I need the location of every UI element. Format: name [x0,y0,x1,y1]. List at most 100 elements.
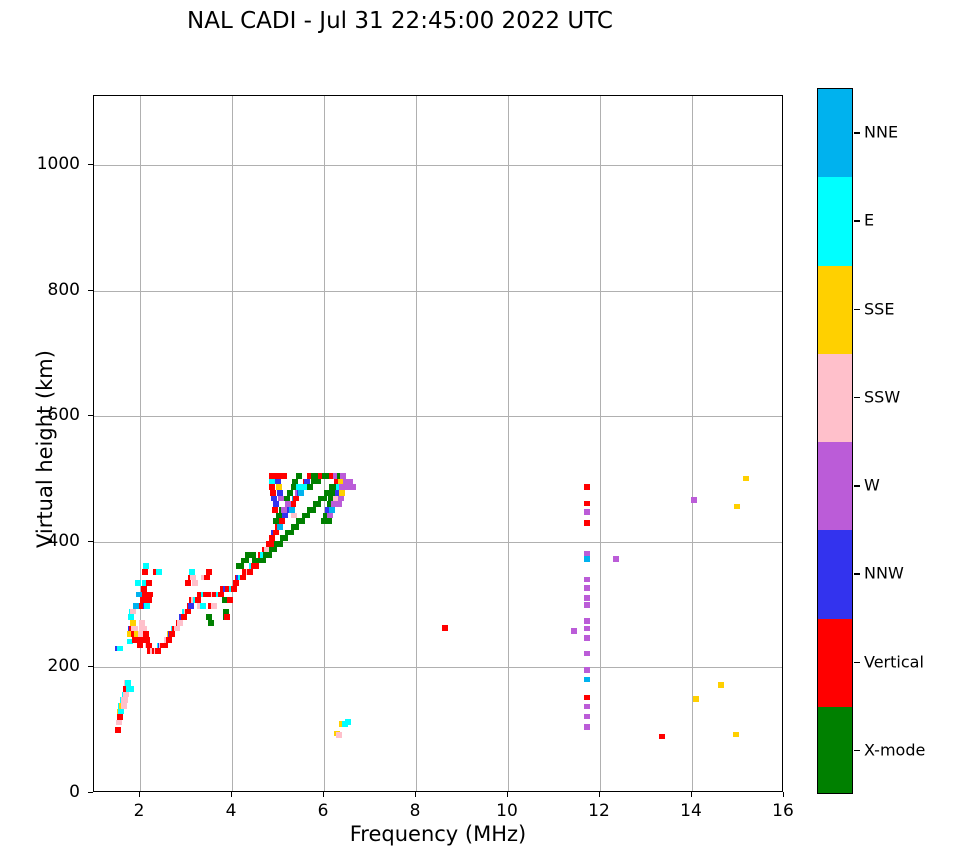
y-tick-label: 600 [47,405,80,426]
gridline-vertical [508,96,509,791]
echo-point [584,724,591,730]
echo-point [584,602,591,609]
echo-point [177,620,184,626]
echo-point [123,691,130,698]
echo-point [270,490,277,496]
echo-point [185,608,192,615]
echo-point [271,495,278,502]
echo-point [281,512,288,519]
echo-point [613,555,620,562]
echo-point [127,631,134,637]
echo-point [116,719,123,726]
echo-point [125,680,132,686]
echo-point [325,518,332,524]
echo-point [339,484,346,490]
x-tick [599,792,600,797]
echo-point [734,503,741,510]
gridline-vertical [324,96,325,791]
x-tick-label: 12 [588,801,610,821]
echo-point [346,478,353,485]
echo-point [208,620,215,626]
echo-point [235,563,242,570]
x-tick [415,792,416,797]
colorbar-segment-vertical [818,618,852,708]
x-tick [691,792,692,797]
echo-point [252,563,259,570]
echo-point [334,490,341,496]
echo-point [180,614,187,620]
echo-point [232,580,239,587]
y-tick-label: 0 [69,782,80,802]
echo-point [321,473,328,479]
echo-point [584,550,591,557]
x-tick-label: 6 [317,801,329,821]
x-tick-label: 10 [496,801,518,821]
echo-point [295,473,302,479]
x-tick [139,792,140,797]
echo-point [332,473,339,479]
echo-point [224,614,231,620]
y-tick [88,666,93,668]
echo-point [275,478,281,485]
y-tick-label: 200 [47,656,80,677]
echo-point [282,535,289,541]
echo-point [114,727,121,734]
echo-point [272,506,279,513]
colorbar-segment-x-mode [818,706,852,793]
echo-point [127,685,134,692]
echo-point [322,512,329,519]
echo-point [659,733,666,740]
echo-point [321,495,327,502]
y-tick [88,415,93,417]
echo-point [584,703,591,710]
echo-point [132,603,139,609]
echo-point [277,495,284,502]
echo-point [127,614,134,620]
echo-point [122,697,129,703]
echo-point [318,473,325,479]
colorbar-tick [854,485,860,487]
echo-point [240,574,247,581]
echo-point [298,490,304,496]
y-tick-label: 400 [47,530,80,551]
echo-point [584,635,591,641]
colorbar-tick [854,573,860,575]
echo-point [691,496,698,503]
gridline-vertical [140,96,141,791]
echo-point [584,713,591,720]
echo-point [337,478,344,485]
echo-point [140,625,147,632]
echo-point [139,620,146,626]
echo-point [584,650,591,657]
echo-point [147,591,154,598]
echo-point [570,628,577,634]
echo-point [326,490,333,496]
echo-point [344,719,351,725]
gridline-vertical [232,96,233,791]
plot-area [93,95,783,792]
gridline-horizontal [94,165,782,167]
echo-point [135,591,142,598]
echo-point [293,495,300,502]
echo-point [339,490,346,496]
echo-point [584,576,591,583]
y-tick-label: 1000 [36,154,80,175]
echo-point [329,506,336,513]
echo-point [162,642,169,649]
echo-point [337,495,344,502]
echo-point [169,631,176,637]
x-tick-label: 14 [680,801,702,821]
colorbar-label-ssw: SSW [864,387,901,407]
echo-point [584,520,591,526]
colorbar-label-vertical: Vertical [864,652,924,672]
echo-point [314,478,321,485]
echo-point [269,478,276,485]
colorbar-label-e: E [864,210,875,230]
x-tick-label: 2 [133,801,145,821]
echo-point [584,676,591,683]
gridline-horizontal [94,416,782,418]
echo-point [278,518,285,524]
echo-point [146,597,153,604]
echo-point [288,506,295,513]
